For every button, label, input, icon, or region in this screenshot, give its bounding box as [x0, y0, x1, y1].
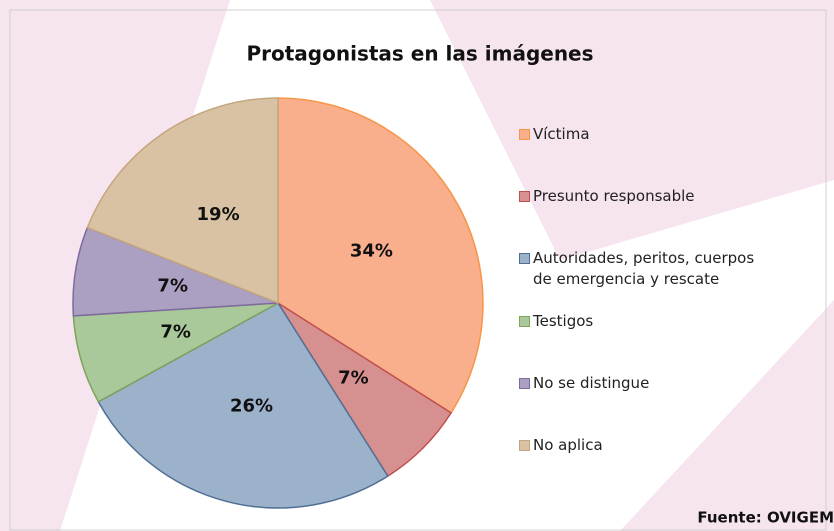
pie-slice [86, 97, 279, 305]
legend-label: No se distingue [533, 374, 650, 392]
legend-swatch [519, 253, 530, 264]
legend-label: No aplica [533, 436, 603, 454]
legend-label: Testigos [533, 312, 594, 330]
legend-swatch [519, 129, 530, 140]
legend-swatch [519, 316, 530, 327]
legend-entry: Presunto responsable [519, 186, 773, 207]
data-label: 7% [157, 275, 188, 296]
frame [9, 9, 827, 531]
legend-entry: No aplica [519, 435, 773, 456]
legend-entry: Víctima [519, 124, 773, 145]
legend-swatch [519, 378, 530, 389]
data-label: 7% [338, 367, 369, 388]
data-label: 19% [197, 204, 240, 225]
legend-label: Presunto responsable [533, 187, 695, 205]
legend-swatch [519, 191, 530, 202]
data-label: 26% [230, 395, 273, 416]
pie-slice [277, 97, 484, 414]
legend-label: Víctima [533, 125, 590, 143]
pie-slice [97, 302, 389, 509]
legend-swatch [519, 440, 530, 451]
data-label: 7% [160, 322, 191, 343]
legend-entry: Testigos [519, 311, 773, 332]
legend-entry: Autoridades, peritos, cuerpos de emergen… [519, 248, 773, 290]
legend-entry: No se distingue [519, 373, 773, 394]
legend-label: Autoridades, peritos, cuerpos de emergen… [533, 249, 755, 288]
chart-title: Protagonistas en las imágenes [246, 42, 593, 66]
data-label: 34% [350, 241, 393, 262]
source: Fuente: OVIGEM [697, 509, 834, 527]
